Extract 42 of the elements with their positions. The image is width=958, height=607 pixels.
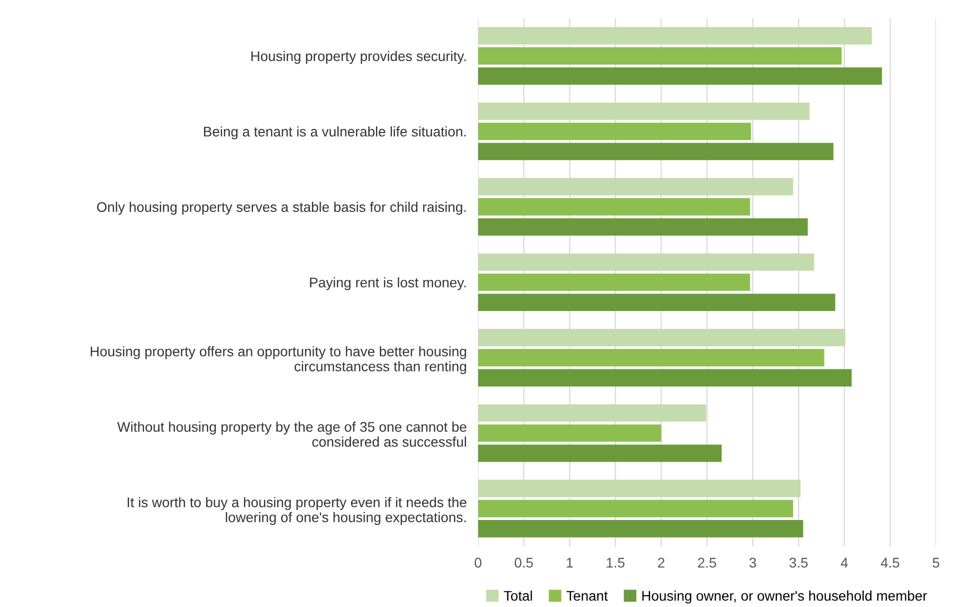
x-tick-label: 4.5: [880, 558, 900, 568]
x-tick-label: 1.5: [606, 558, 624, 568]
bar: [478, 328, 846, 346]
bar: [478, 178, 794, 196]
bar: [478, 444, 722, 462]
bar: [478, 480, 800, 498]
y-tick-label: Only housing property serves a stable basis for child raising.: [97, 202, 466, 215]
legend-label: Housing owner, or owner's household member: [642, 590, 927, 604]
legend-label: Total: [504, 590, 532, 601]
bar: [478, 253, 814, 271]
bar: [478, 122, 751, 140]
x-tick-label: 2.5: [698, 558, 716, 568]
x-tick-label: 3: [749, 558, 756, 568]
bar: [478, 67, 882, 85]
bar: [478, 27, 872, 44]
bar: [478, 424, 662, 442]
bar: [478, 198, 750, 216]
x-tick-label: 3.5: [789, 558, 808, 568]
y-tick-label: Paying rent is lost money.: [310, 277, 466, 290]
x-tick-label: 2: [658, 558, 664, 568]
legend-label: Tenant: [566, 591, 608, 601]
x-tick-label: 0: [474, 558, 482, 568]
y-tick-label: Without housing property by the age of 35 one cannot be considered as successful: [117, 422, 466, 447]
bar: [478, 294, 836, 312]
bar: [478, 102, 810, 120]
bar: [478, 349, 824, 366]
bar: [478, 404, 706, 422]
x-tick-label: 1: [566, 558, 573, 568]
x-tick-label: 5: [932, 558, 940, 568]
x-tick-label: 0.5: [514, 558, 533, 568]
y-tick-label: Housing property offers an opportunity to have better housing circumstancess than renting: [90, 346, 466, 374]
bar: [478, 520, 804, 538]
bar: [478, 47, 842, 65]
y-tick-label: It is worth to buy a housing property even if it needs the lowering of one's housing expectations.: [128, 497, 466, 525]
bar: [478, 274, 750, 291]
y-tick-label: Housing property provides security.: [251, 50, 466, 64]
bar: [478, 369, 852, 386]
x-tick-label: 4: [840, 558, 848, 568]
y-tick-label: Being a tenant is a vulnerable life situation.: [204, 126, 466, 140]
bar: [478, 142, 834, 160]
bar: [478, 218, 808, 236]
bar: [478, 500, 794, 518]
